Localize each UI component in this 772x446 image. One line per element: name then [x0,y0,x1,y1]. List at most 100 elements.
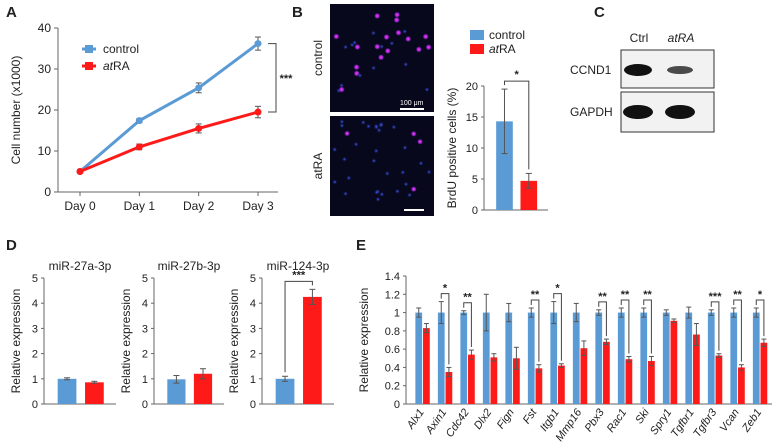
cells-atra [332,119,432,202]
D1-bar-atRA [85,382,104,404]
cell-atra [373,148,379,154]
D2-ytick-label: 3 [142,323,148,335]
e-bar-Itgb1-atRA [558,365,565,404]
image-row-label-atra: atRA [311,153,325,180]
e-bar-Fst-control [527,312,535,404]
e-significance-bracket-Ski [643,299,652,354]
cell-atra [400,169,406,176]
e-bar-Axin1-atRA [445,372,453,404]
chart-b-bar: 0 5 10 15 20 BrdU positive cells (%) * [445,69,548,217]
cell-atra [410,186,417,193]
e-bar-Tgfbr1-atRA [693,334,700,404]
e-significance-label-Axin1: * [443,283,448,295]
panel-label-c: C [594,4,605,21]
e-significance-bracket-Fst [530,299,540,362]
cell-atra [365,123,372,129]
a-series-line-atRA [79,110,259,173]
cell-atra [410,130,417,137]
e-xtick-label: Cdc42 [444,407,472,440]
e-xtick-label: Ski [633,406,652,426]
cell-atra [342,191,349,197]
blot-header-ctrl: Ctrl [630,31,649,45]
chart-d1-bar: 0 1 2 3 4 5 Relative expression miR-27a-3p [9,259,116,411]
panel-label-e: E [356,237,366,254]
cell-atra [375,196,381,202]
western-blot: Ctrl atRA CCND1 GAPDH [570,31,715,133]
e-bar-Itgb1-control [550,312,558,404]
a-legend-atra: atRA [103,59,130,73]
e-bar-Fst-atRA [535,368,543,404]
cell-control [389,40,395,46]
e-bar-Alx1-atRA [423,328,430,404]
e-bar-Fign-control [505,312,513,404]
B-ytick-label: 5 [472,174,478,186]
e-ytick-label: 1.2 [385,289,400,301]
e-significance-bracket-Vcan [733,299,742,362]
a-point-control [135,117,143,125]
cell-atra [426,169,432,175]
band-gapdh-atra [665,105,695,119]
cell-control [370,65,377,71]
e-bar-Tgfbr3-control [707,312,715,404]
e-bar-Mmp16-control [572,312,580,404]
a-xtick-label: Day 2 [183,199,215,213]
blot-label-gapdh: GAPDH [570,105,613,119]
image-row-label-control: control [311,40,325,76]
e-significance-label-Rac1: ** [621,289,630,301]
D2-ytick-label: 0 [142,399,148,411]
a-point-control [254,40,262,48]
a-legend-marker-atra [85,62,93,70]
cell-control [333,33,340,40]
D1-ytick-label: 3 [32,323,38,335]
cell-atra [391,124,397,130]
D3-bar-control [275,378,295,404]
a-legend-marker-control [85,45,93,53]
e-bar-Zeb1-control [752,312,760,404]
cell-control [425,44,432,51]
cell-atra [332,146,338,153]
band-gapdh-ctrl [623,105,653,119]
cell-control [374,43,381,50]
a-significance-label: *** [280,73,294,85]
e-ytick-label: 0.8 [385,326,400,338]
legend-b-control: control [489,28,525,42]
e-significance-label-Zeb1: * [758,289,763,301]
e-bar-Dlx2-control [482,312,490,404]
cell-atra [403,181,409,187]
e-bar-Vcan-atRA [738,367,745,404]
e-significance-bracket-Rac1 [620,299,630,354]
D3-significance-label: *** [292,269,306,281]
B-ytick-label: 20 [466,81,478,93]
e-bar-Rac1-atRA [625,359,633,404]
e-bar-Cdc42-control [460,312,468,404]
B-y-axis-title: BrdU positive cells (%) [445,88,459,209]
D2-ytick-label: 1 [142,374,148,386]
D3-ytick-label: 3 [250,323,256,335]
cells-control [333,11,432,94]
B-bar-atRA [520,180,538,210]
e-significance-label-Ski: ** [643,289,652,301]
a-ytick-label: 20 [38,103,52,117]
cell-control [384,47,391,55]
panel-label-a: A [6,4,17,21]
D3-ytick-label: 4 [250,298,256,310]
D2-y-axis-title: Relative expression [119,289,133,394]
cell-control [403,61,409,67]
e-bar-Tgfbr3-atRA [715,355,723,404]
cell-atra [402,145,408,151]
e-ytick-label: 0.4 [385,362,400,374]
a-ytick-label: 0 [44,185,51,199]
band-ccnd1-ctrl [624,64,652,76]
e-bar-Vcan-control [730,312,738,404]
D1-ytick-label: 4 [32,298,38,310]
D1-ytick-label: 0 [32,399,38,411]
legend-b-swatch-control [470,30,484,40]
cell-control [342,44,349,50]
e-bar-Rac1-control [617,312,625,404]
e-significance-bracket-Itgb1 [553,293,562,361]
cell-atra [376,127,382,133]
a-legend-control: control [103,42,139,56]
chart-d2-bar: 0 1 2 3 4 5 Relative expression miR-27b-3p [119,259,224,411]
B-significance-bracket [503,80,530,170]
